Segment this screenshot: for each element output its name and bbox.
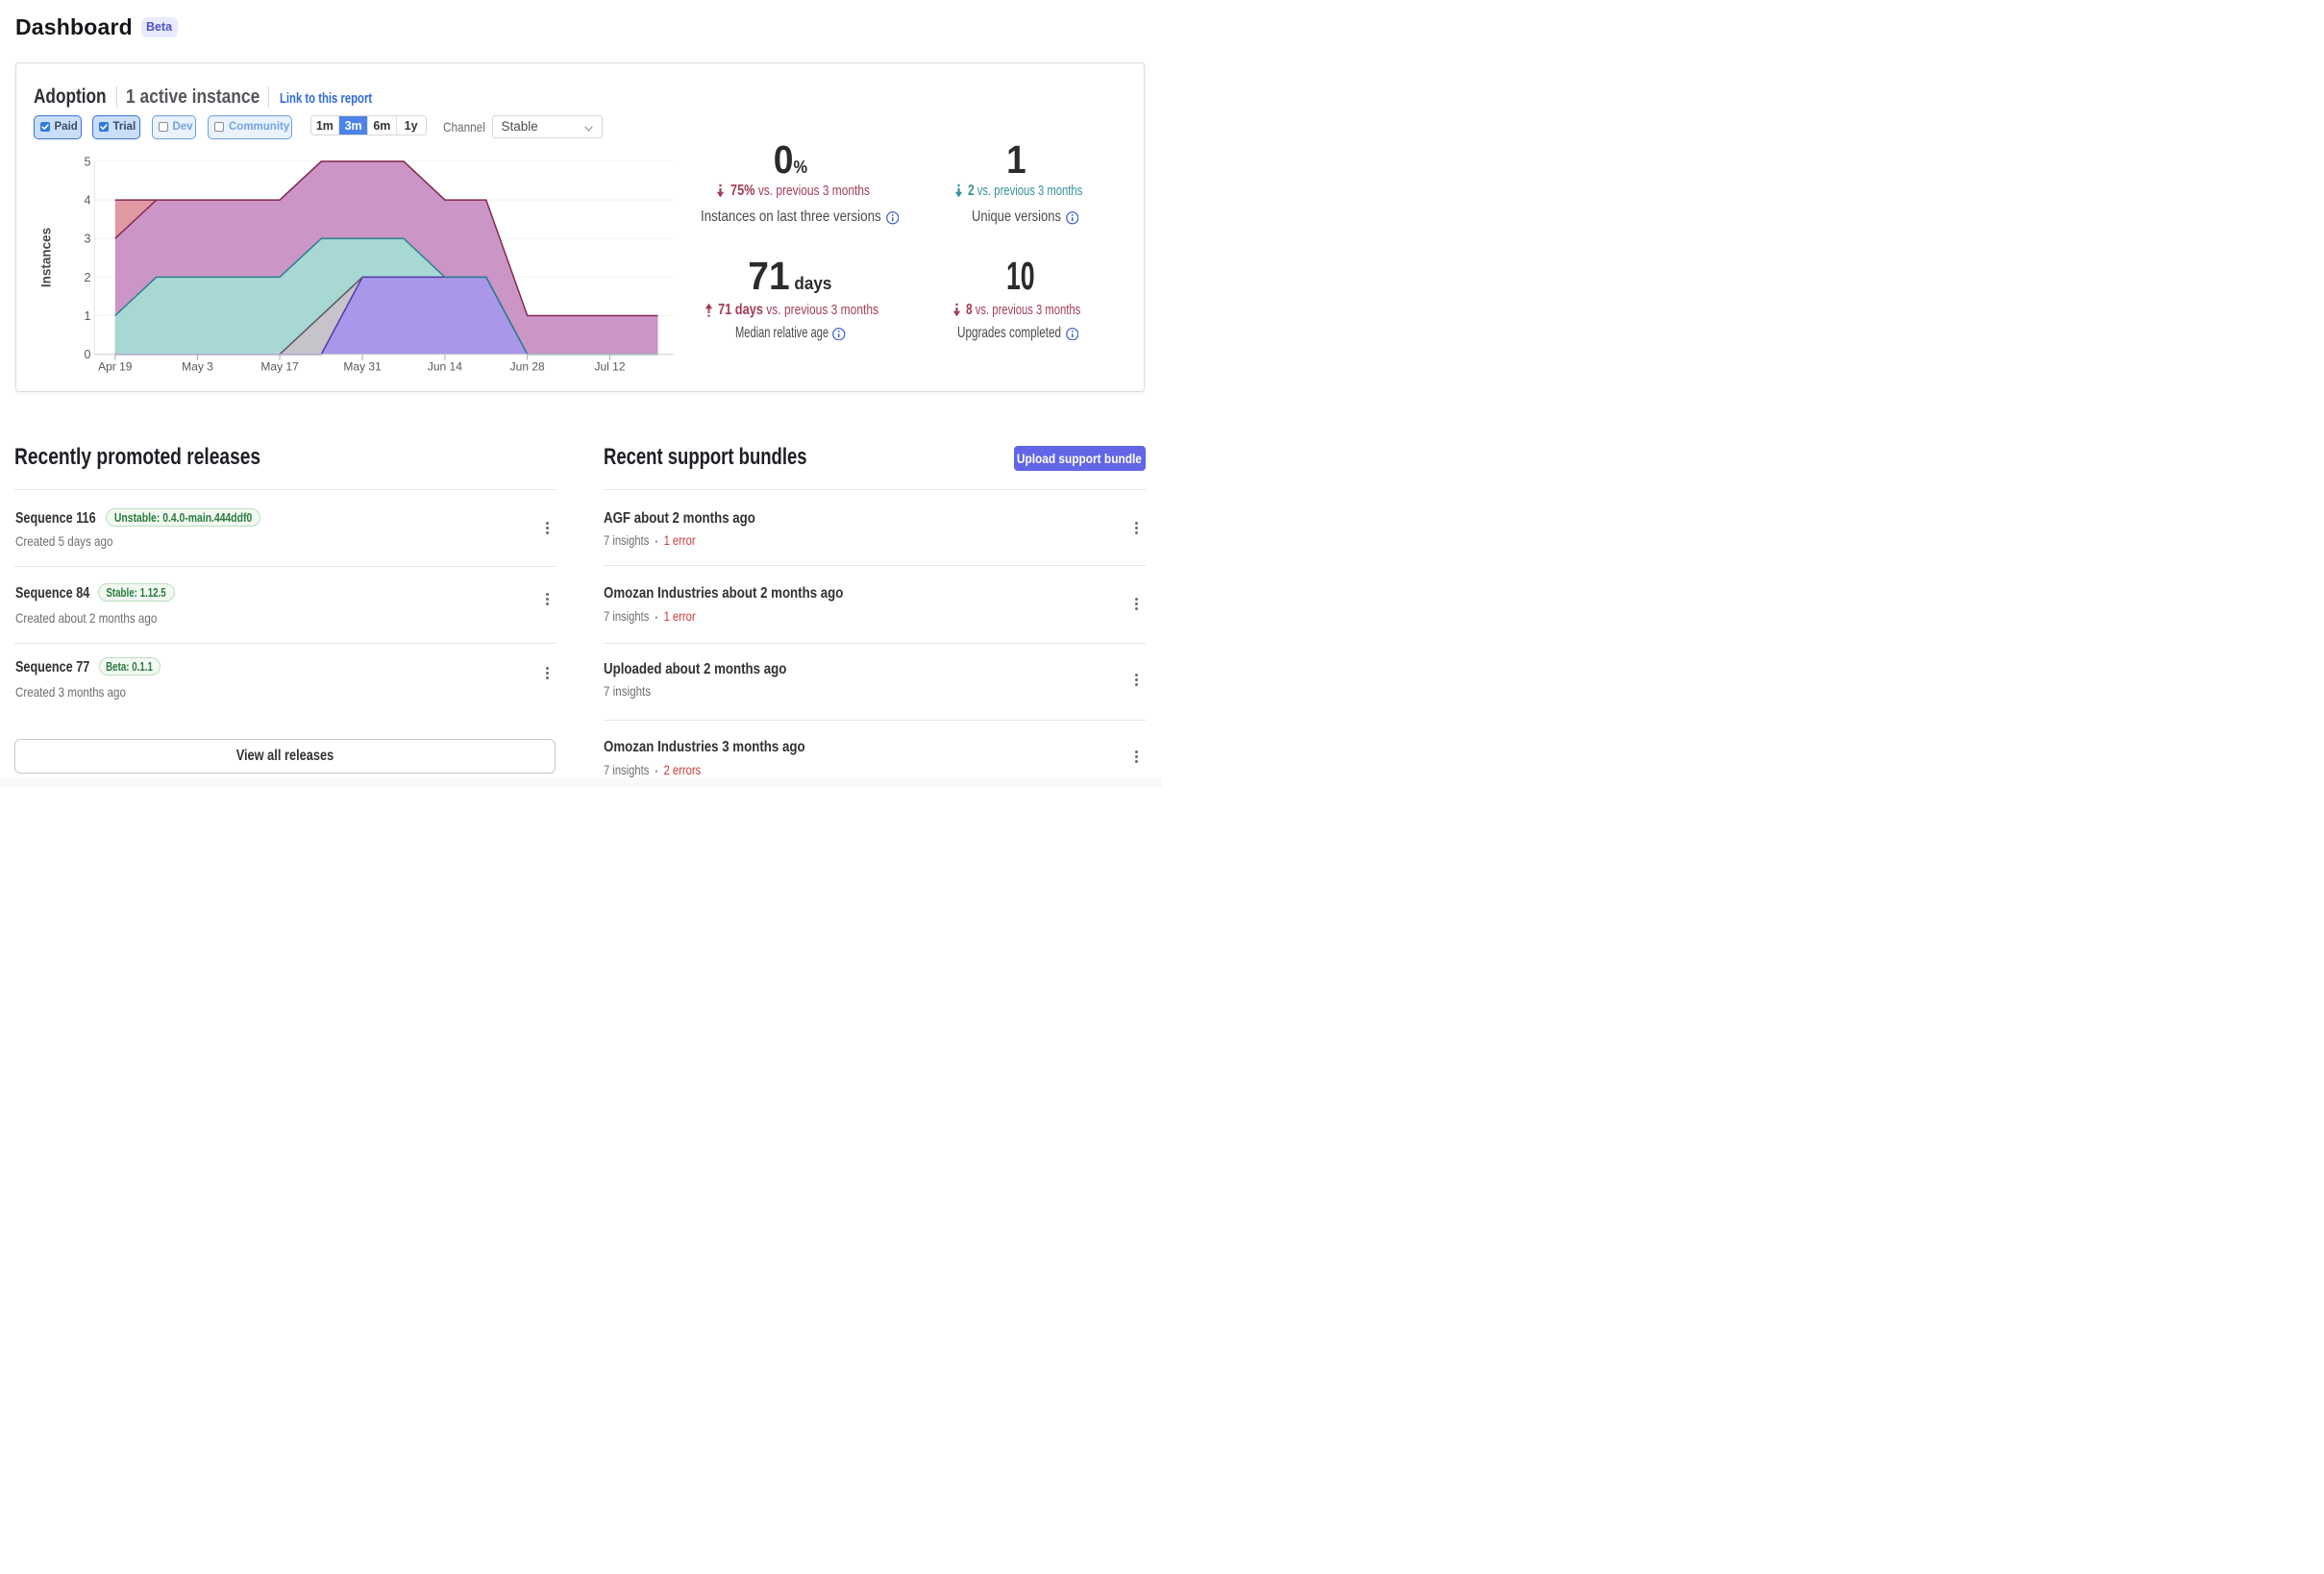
svg-text:4: 4 [85, 194, 91, 208]
svg-text:Instances: Instances [39, 228, 54, 287]
svg-text:Jun 28: Jun 28 [510, 360, 545, 374]
svg-text:Jun 14: Jun 14 [428, 360, 462, 374]
svg-text:3: 3 [85, 233, 91, 246]
svg-text:0: 0 [85, 348, 91, 361]
svg-text:May 3: May 3 [182, 360, 213, 374]
svg-text:May 31: May 31 [343, 360, 382, 374]
svg-text:2: 2 [85, 271, 91, 284]
svg-text:1: 1 [85, 309, 91, 323]
svg-text:May 17: May 17 [260, 360, 299, 374]
svg-text:Jul 12: Jul 12 [594, 360, 625, 374]
svg-text:5: 5 [85, 155, 91, 168]
svg-text:Apr 19: Apr 19 [98, 360, 133, 374]
